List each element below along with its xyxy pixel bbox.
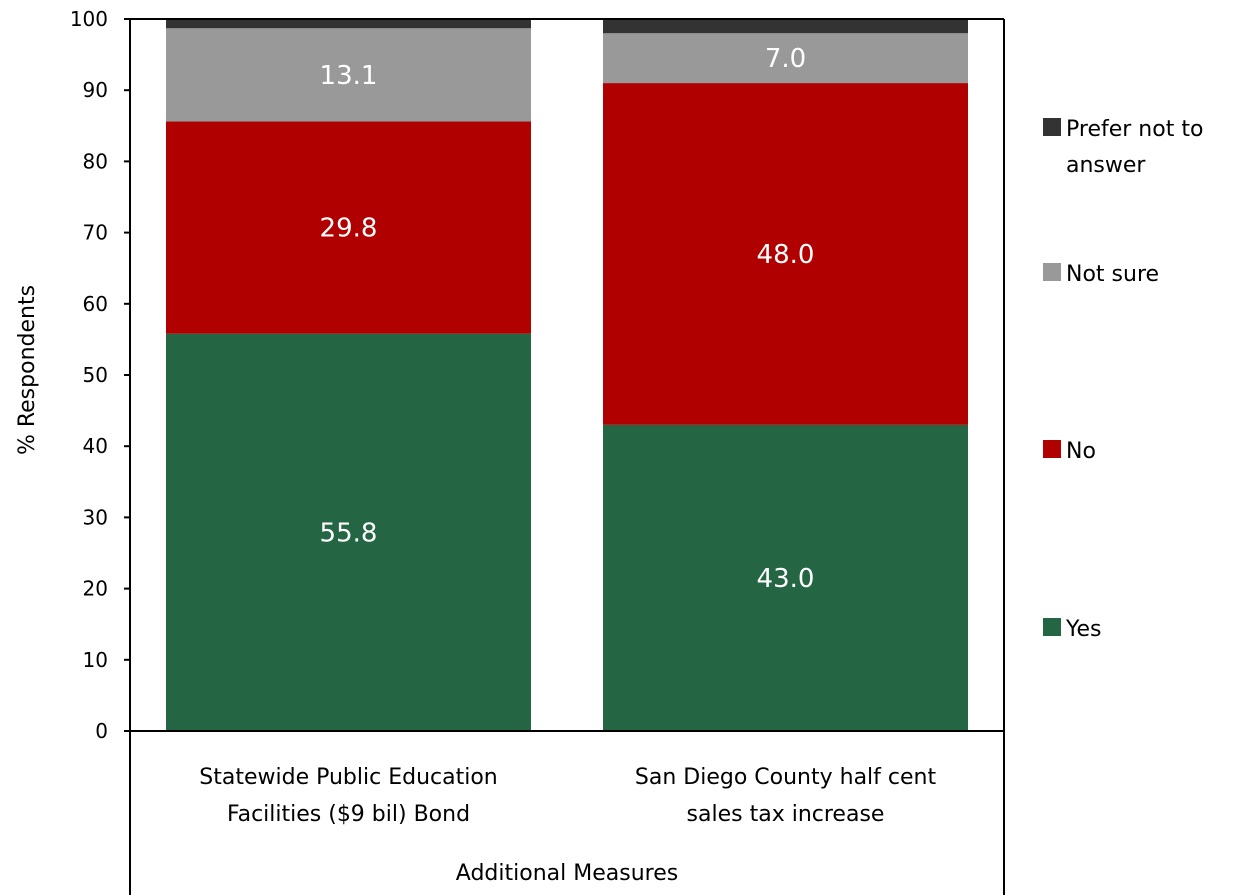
- y-tick-label: 70: [83, 221, 108, 245]
- y-tick-label: 20: [83, 577, 108, 601]
- legend-label: No: [1066, 439, 1096, 464]
- legend-swatch-prefer-not-to-answer: [1043, 118, 1061, 136]
- y-tick-label: 30: [83, 505, 108, 529]
- x-category-label: San Diego County half cent: [635, 765, 937, 790]
- data-label: 13.1: [320, 61, 378, 91]
- bar-not-sure-2: [603, 33, 968, 84]
- legend-label: Yes: [1065, 617, 1102, 642]
- legend-label: Not sure: [1066, 262, 1159, 287]
- x-category-label: Statewide Public Education: [199, 765, 497, 790]
- y-tick-label: 0: [95, 719, 108, 743]
- data-label: 43.0: [757, 564, 815, 594]
- bar-yes-1: [166, 333, 531, 731]
- data-label: 55.8: [320, 518, 378, 548]
- bar-not-sure-1: [166, 28, 531, 122]
- x-axis-title: Additional Measures: [456, 861, 678, 886]
- legend-swatch-yes: [1043, 618, 1061, 636]
- legend: Prefer not to answer Not sure No Yes: [1043, 117, 1203, 642]
- y-tick-label: 10: [83, 648, 108, 672]
- x-category-label: Facilities ($9 bil) Bond: [227, 802, 470, 827]
- bar-no-1: [166, 121, 531, 334]
- data-label: 7.0: [765, 44, 806, 74]
- legend-swatch-not-sure: [1043, 263, 1061, 281]
- legend-label: Prefer not to: [1066, 117, 1203, 142]
- plot-area: 55.8 29.8 13.1 43.0 48.0 7.0: [166, 19, 968, 731]
- y-tick-label: 100: [70, 7, 108, 31]
- bar-no-2: [603, 83, 968, 425]
- data-label: 29.8: [320, 214, 378, 244]
- y-tick-label: 80: [83, 149, 108, 173]
- y-tick-label: 40: [83, 434, 108, 458]
- y-axis-title: % Respondents: [15, 285, 40, 455]
- y-tick-label: 90: [83, 78, 108, 102]
- bar-yes-2: [603, 424, 968, 731]
- x-category-label: sales tax increase: [687, 802, 885, 827]
- y-tick-label: 50: [83, 363, 108, 387]
- y-tick-label: 60: [83, 292, 108, 316]
- legend-swatch-no: [1043, 440, 1061, 458]
- bar-prefer-not-to-answer-1: [166, 19, 531, 29]
- bar-prefer-not-to-answer-2: [603, 19, 968, 34]
- legend-label: answer: [1066, 153, 1146, 178]
- axes: 0 10 20 30 40 50 60 70 80 90 100 Statewide Public E…: [70, 7, 1005, 895]
- data-label: 48.0: [757, 240, 815, 270]
